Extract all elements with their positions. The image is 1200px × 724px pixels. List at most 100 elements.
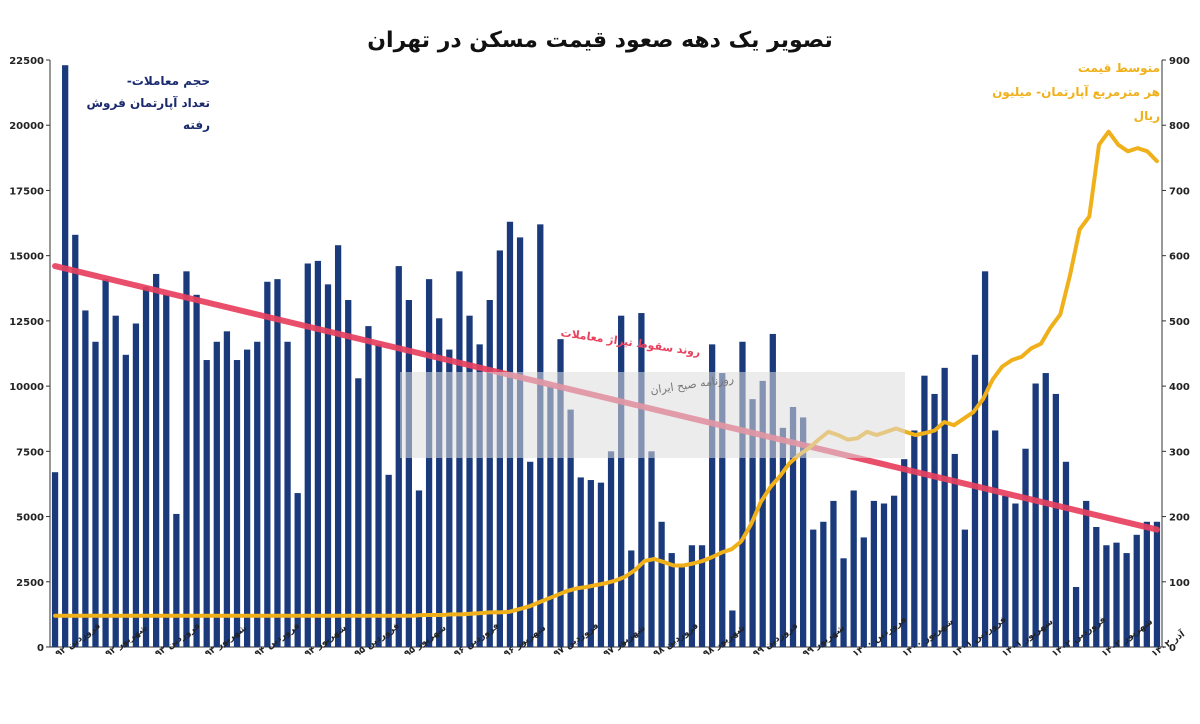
left-y-tick-label: 22500	[9, 56, 44, 67]
volume-bar	[1032, 383, 1039, 647]
volume-bar	[769, 333, 776, 647]
volume-bar	[1072, 586, 1080, 647]
left-y-tick-label: 17500	[9, 186, 44, 197]
volume-bar	[688, 545, 696, 647]
volume-bar	[334, 245, 342, 647]
volume-bar	[779, 427, 787, 647]
volume-bar	[1103, 545, 1110, 647]
volume-bar	[557, 339, 564, 647]
volume-bar	[668, 553, 675, 647]
volume-bar	[243, 349, 251, 647]
volume-bar	[709, 344, 716, 647]
watermark-band	[400, 372, 905, 458]
right-y-tick-label: 800	[1169, 121, 1190, 132]
volume-bar	[233, 360, 241, 647]
volume-bar	[405, 300, 413, 647]
volume-bar	[314, 260, 322, 647]
volume-bar	[527, 461, 534, 647]
volume-bar	[436, 318, 443, 647]
volume-bar	[284, 341, 291, 647]
x-tick-label: فروردین ۱۴۰۲	[1050, 615, 1108, 660]
volume-bar	[678, 566, 685, 647]
volume-bar	[830, 500, 837, 647]
volume-bar	[698, 545, 706, 647]
volume-bar	[648, 451, 655, 647]
volume-bar	[799, 417, 807, 647]
volume-bar	[132, 323, 140, 647]
volume-bar	[870, 500, 878, 647]
volume-bar	[254, 341, 261, 647]
volume-bar	[577, 477, 584, 647]
volume-bar	[1042, 373, 1049, 647]
volume-bar	[324, 284, 332, 647]
left-y-tick-label: 5000	[16, 513, 44, 524]
volume-bar	[941, 367, 948, 647]
volume-bar	[425, 279, 433, 647]
volume-bar	[971, 354, 979, 647]
volume-bar	[1062, 461, 1070, 647]
volume-bar	[719, 373, 726, 647]
price-series-line	[53, 129, 1159, 618]
volume-bar	[213, 341, 220, 647]
right-y-tick-label: 0	[1169, 643, 1176, 654]
left-y-tick-label: 7500	[16, 447, 44, 458]
volume-bar	[911, 430, 918, 647]
volume-bar	[92, 341, 99, 647]
bar-series-legend: حجم معاملات- تعداد آپارتمان فروش رفته	[70, 70, 210, 136]
volume-bar	[122, 354, 129, 647]
volume-bar	[1083, 500, 1090, 647]
volume-bar	[112, 315, 119, 647]
x-tick-label: فروردین ۱۴۰۰	[851, 615, 909, 660]
volume-bar	[789, 406, 797, 647]
right-y-tick-label: 700	[1169, 186, 1190, 197]
right-y-tick-label: 300	[1169, 447, 1190, 458]
volume-bar	[375, 344, 382, 647]
volume-bar	[1123, 553, 1130, 647]
volume-bar	[618, 315, 625, 647]
bar-series-legend-line-2: تعداد آپارتمان فروش رفته	[86, 96, 210, 132]
volume-bar	[72, 234, 79, 647]
volume-bar	[476, 344, 483, 647]
volume-bar	[931, 393, 938, 647]
right-y-tick-label: 100	[1169, 578, 1190, 589]
volume-bar	[1093, 526, 1100, 647]
volume-bar	[203, 360, 210, 647]
volume-bar	[1143, 521, 1150, 647]
left-y-tick-label: 0	[37, 643, 44, 654]
volume-bar	[163, 294, 170, 647]
right-y-tick-label: 200	[1169, 513, 1190, 524]
volume-bar	[628, 550, 635, 647]
volume-bar	[456, 271, 463, 647]
volume-bar	[1133, 534, 1140, 647]
price-series-legend-line-1: متوسط قیمت	[1077, 61, 1160, 75]
volume-bar	[638, 313, 645, 647]
volume-bar	[810, 529, 817, 647]
volume-bar	[759, 380, 766, 647]
volume-bar	[607, 451, 615, 647]
left-y-tick-label: 20000	[9, 121, 44, 132]
volume-bar	[486, 300, 493, 647]
volume-bar	[415, 490, 423, 647]
volume-bar	[1052, 393, 1059, 647]
volume-bar	[739, 341, 746, 647]
volume-bar	[385, 474, 392, 647]
volume-bar	[446, 349, 453, 647]
volume-bar	[365, 326, 372, 647]
volume-bar	[82, 310, 89, 647]
volume-bar	[183, 271, 190, 647]
volume-bar	[1113, 542, 1120, 647]
volume-bar	[466, 315, 473, 647]
volume-bar	[355, 378, 362, 647]
volume-bar	[658, 521, 665, 647]
volume-bar	[840, 558, 847, 647]
volume-bar	[264, 281, 271, 647]
left-y-tick-label: 12500	[9, 317, 44, 328]
volume-bar	[880, 503, 888, 647]
volume-bar	[62, 65, 69, 648]
volume-bar	[223, 331, 231, 647]
volume-bar	[1153, 521, 1161, 647]
volume-bar	[547, 386, 554, 647]
volume-bar	[173, 513, 180, 647]
volume-bar	[961, 529, 969, 647]
right-y-tick-label: 900	[1169, 56, 1190, 67]
